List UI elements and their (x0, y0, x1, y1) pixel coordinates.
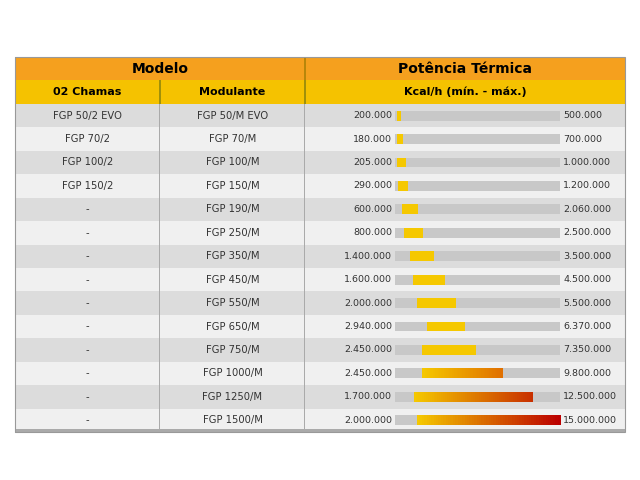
Text: 12.500.000: 12.500.000 (563, 392, 617, 401)
Text: 1.700.000: 1.700.000 (344, 392, 392, 401)
Text: 4.500.000: 4.500.000 (563, 275, 611, 284)
Text: FGP 450/M: FGP 450/M (205, 275, 259, 285)
Text: -: - (86, 228, 90, 238)
Text: 3.500.000: 3.500.000 (563, 252, 611, 261)
Text: 9.800.000: 9.800.000 (563, 369, 611, 378)
Text: 1.400.000: 1.400.000 (344, 252, 392, 261)
Text: FGP 100/2: FGP 100/2 (62, 157, 113, 168)
Text: 2.450.000: 2.450.000 (344, 369, 392, 378)
Text: -: - (86, 322, 90, 332)
Text: Potência Térmica: Potência Térmica (398, 62, 532, 76)
Text: FGP 1500/M: FGP 1500/M (203, 415, 262, 425)
Text: FGP 550/M: FGP 550/M (205, 298, 259, 308)
Text: -: - (86, 415, 90, 425)
Text: 2.940.000: 2.940.000 (344, 322, 392, 331)
Text: FGP 350/M: FGP 350/M (205, 251, 259, 261)
Text: 800.000: 800.000 (353, 228, 392, 237)
Text: 15.000.000: 15.000.000 (563, 416, 617, 425)
Text: FGP 750/M: FGP 750/M (205, 345, 259, 355)
Text: 2.000.000: 2.000.000 (344, 416, 392, 425)
Text: 2.060.000: 2.060.000 (563, 205, 611, 214)
Text: 500.000: 500.000 (563, 111, 602, 120)
Text: FGP 50/M EVO: FGP 50/M EVO (197, 110, 268, 120)
Text: -: - (86, 298, 90, 308)
Text: FGP 100/M: FGP 100/M (205, 157, 259, 168)
Text: Kcal/h (mín. - máx.): Kcal/h (mín. - máx.) (404, 87, 526, 97)
Text: 6.370.000: 6.370.000 (563, 322, 611, 331)
Text: 180.000: 180.000 (353, 134, 392, 144)
Text: -: - (86, 275, 90, 285)
Text: 1.000.000: 1.000.000 (563, 158, 611, 167)
Text: 7.350.000: 7.350.000 (563, 346, 611, 354)
Text: Modulante: Modulante (200, 87, 266, 97)
Text: FGP 150/M: FGP 150/M (205, 181, 259, 191)
Text: FGP 150/2: FGP 150/2 (62, 181, 113, 191)
Text: 1.600.000: 1.600.000 (344, 275, 392, 284)
Text: FGP 1250/M: FGP 1250/M (202, 392, 262, 402)
Text: 1.200.000: 1.200.000 (563, 181, 611, 191)
Text: 5.500.000: 5.500.000 (563, 299, 611, 308)
Text: -: - (86, 369, 90, 378)
Text: FGP 1000/M: FGP 1000/M (203, 369, 262, 378)
Text: FGP 650/M: FGP 650/M (205, 322, 259, 332)
Text: FGP 70/M: FGP 70/M (209, 134, 256, 144)
Text: 205.000: 205.000 (353, 158, 392, 167)
Text: -: - (86, 345, 90, 355)
Text: 200.000: 200.000 (353, 111, 392, 120)
Text: -: - (86, 392, 90, 402)
Text: Modelo: Modelo (131, 62, 189, 76)
Text: 290.000: 290.000 (353, 181, 392, 191)
Text: FGP 250/M: FGP 250/M (205, 228, 259, 238)
Text: 2.450.000: 2.450.000 (344, 346, 392, 354)
Text: FGP 50/2 EVO: FGP 50/2 EVO (53, 110, 122, 120)
Text: 02 Chamas: 02 Chamas (53, 87, 122, 97)
Text: 2.500.000: 2.500.000 (563, 228, 611, 237)
Text: 2.000.000: 2.000.000 (344, 299, 392, 308)
Text: 700.000: 700.000 (563, 134, 602, 144)
Text: -: - (86, 204, 90, 215)
Text: 600.000: 600.000 (353, 205, 392, 214)
Text: -: - (86, 251, 90, 261)
Text: FGP 190/M: FGP 190/M (205, 204, 259, 215)
Text: FGP 70/2: FGP 70/2 (65, 134, 110, 144)
